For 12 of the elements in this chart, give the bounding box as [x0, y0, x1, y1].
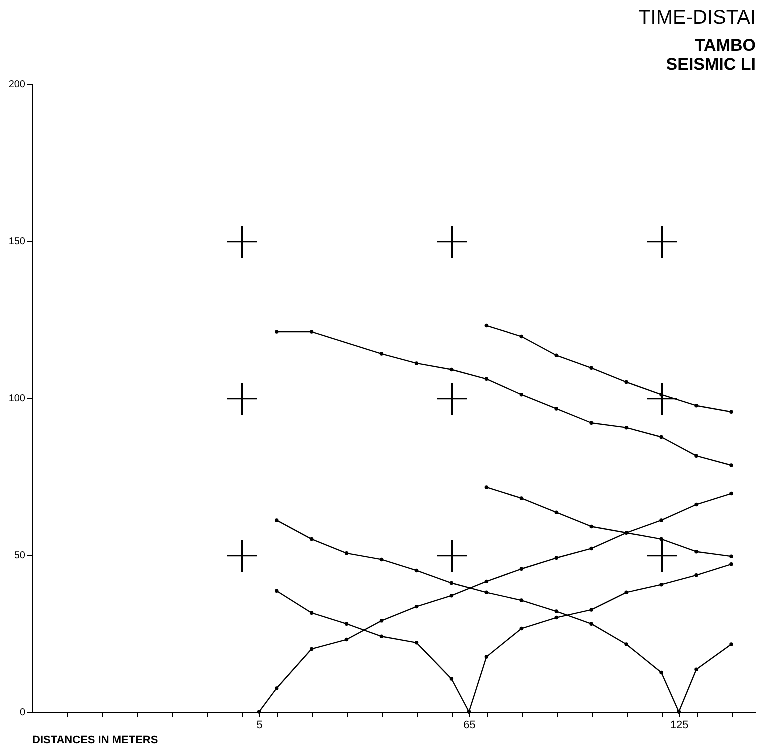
y-tick-label: 100 — [8, 394, 26, 404]
text: SEISMIC LI — [666, 55, 756, 74]
chart-title: TIME-DISTAI — [638, 7, 756, 29]
x-tick-label: 5 — [256, 720, 263, 732]
y-tick-label: 150 — [8, 236, 26, 248]
x-tick-label: 65 — [464, 720, 476, 732]
y-tick-label: 50 — [14, 550, 26, 562]
y-tick-label: 0 — [20, 708, 26, 718]
x-tick-label: 125 — [670, 720, 689, 732]
x-axis-title: DISTANCES IN METERS — [32, 734, 158, 746]
y-tick-label: 200 — [8, 80, 26, 90]
chart-subtitle: TAMBO — [694, 36, 756, 55]
